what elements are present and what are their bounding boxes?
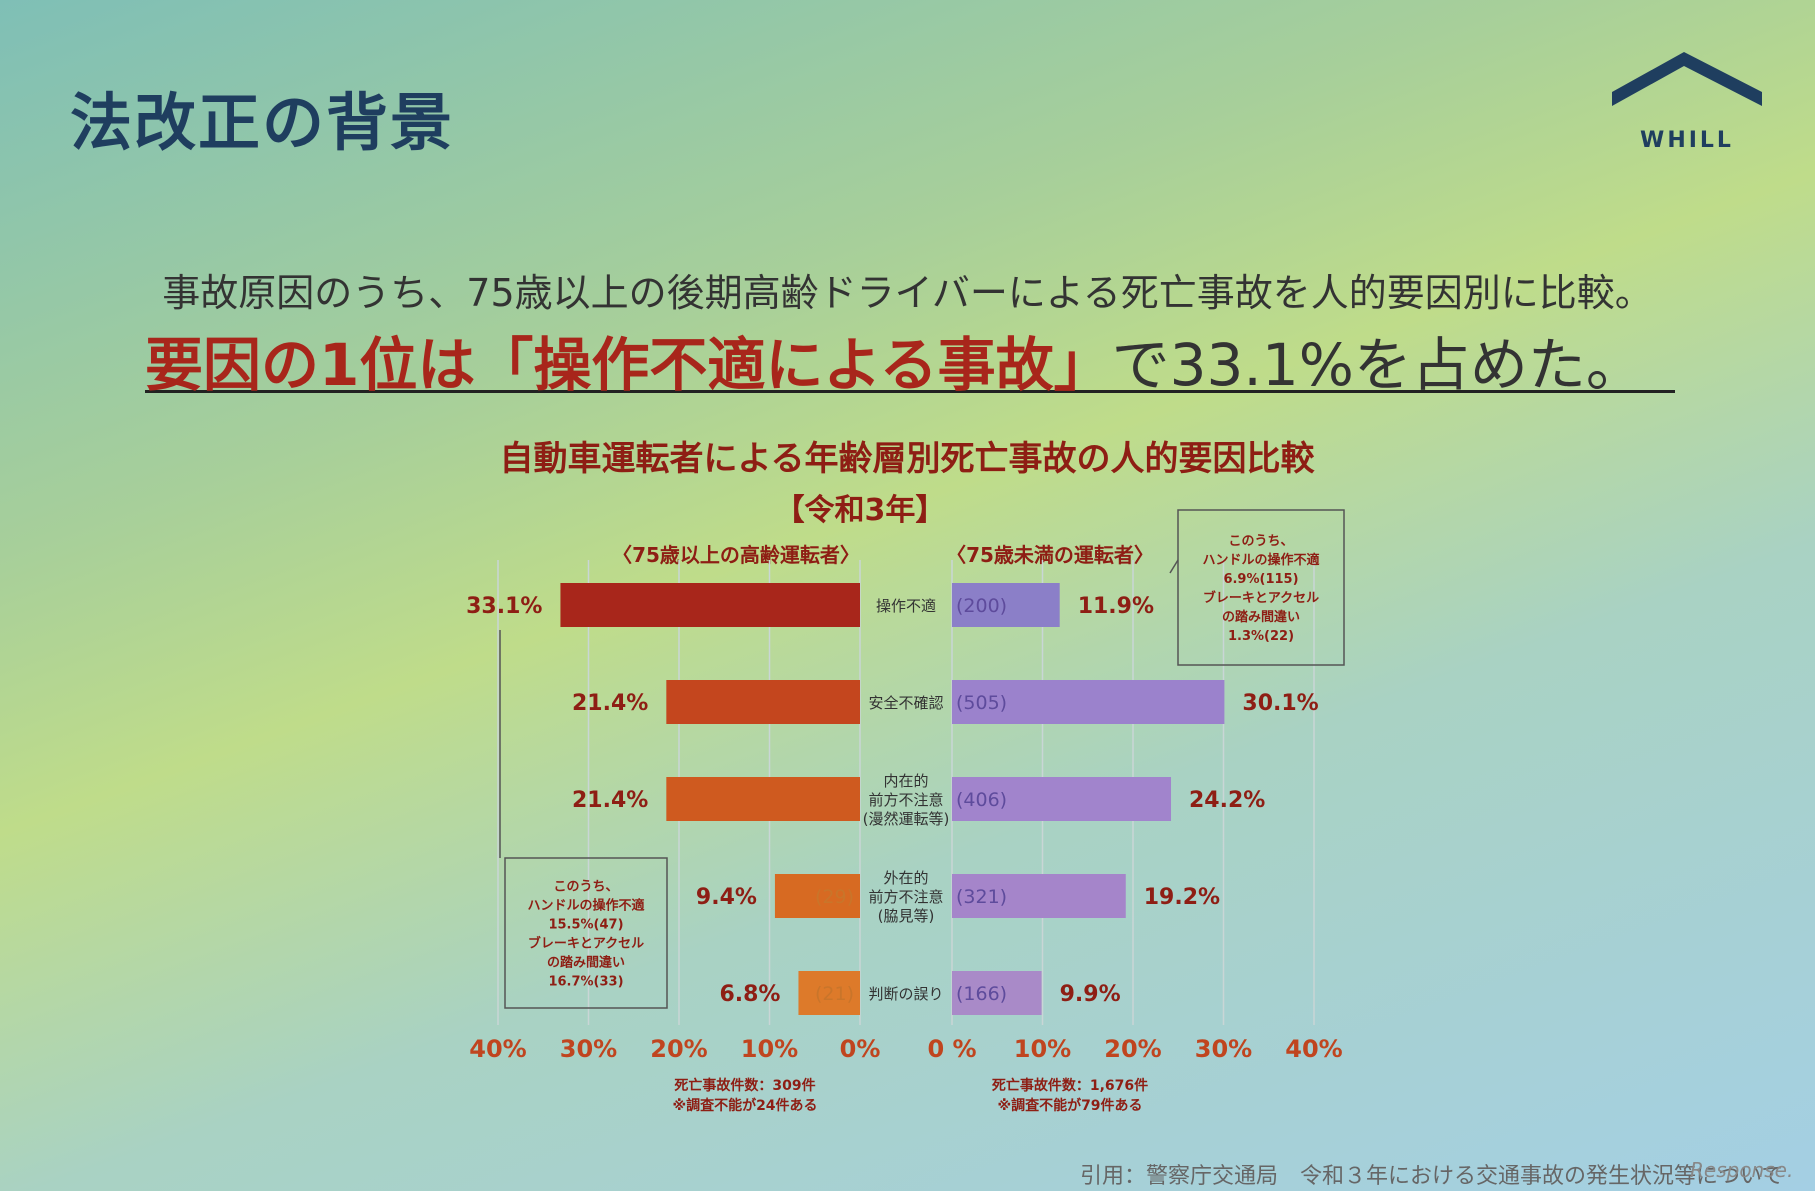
chart-subtitle: 【令和3年】	[775, 493, 946, 528]
value-label-right: 11.9%	[1078, 594, 1154, 619]
x-tick-right: 20%	[1104, 1035, 1161, 1063]
count-label-right: (505)	[956, 692, 1007, 714]
slide-title: 法改正の背景	[70, 86, 455, 159]
x-tick-right: 40%	[1285, 1035, 1342, 1063]
legend-left-series: 〈75歳以上の高齢運転者〉	[612, 543, 860, 567]
footnote-left: 死亡事故件数：309件	[673, 1077, 815, 1094]
chevron-logo-icon	[1612, 52, 1762, 106]
category-label: 操作不適	[876, 597, 936, 615]
footnote-left: ※調査不能が24件ある	[672, 1097, 817, 1114]
slide-subtitle: 事故原因のうち、75歳以上の後期高齢ドライバーによる死亡事故を人的要因別に比較。	[162, 271, 1653, 315]
bar-left	[774, 874, 860, 918]
callout-right-text: このうち、	[1228, 534, 1293, 549]
legend-right-series: 〈75歳未満の運転者〉	[946, 543, 1154, 567]
value-label-left: 6.8%	[719, 982, 780, 1007]
bar-right	[952, 583, 1060, 627]
bar-right	[952, 777, 1172, 821]
category-label: 前方不注意	[868, 888, 943, 906]
category-label: 安全不確認	[868, 694, 943, 712]
callout-right-box	[1177, 509, 1345, 666]
callout-left-text: このうち、	[553, 880, 618, 895]
value-label-right: 9.9%	[1060, 982, 1121, 1007]
count-label-right: (166)	[956, 983, 1007, 1005]
callout-right-connector	[1169, 559, 1179, 574]
category-label: (漫然運転等)	[863, 810, 950, 828]
count-label-left: (29)	[815, 886, 854, 908]
callout-left-box	[504, 857, 668, 1009]
callout-right-text: ハンドルの操作不適	[1202, 552, 1319, 568]
x-tick-right: 10%	[1014, 1035, 1071, 1063]
bar-left	[666, 680, 860, 724]
count-label-right: (200)	[956, 595, 1007, 617]
x-tick-left: 40%	[469, 1035, 526, 1063]
category-label: 内在的	[883, 772, 928, 790]
headline-rest: で33.1%を占めた。	[1111, 331, 1644, 399]
x-tick-left: 30%	[560, 1035, 617, 1063]
whill-logo: WHILL	[1612, 52, 1762, 162]
count-label-right: (321)	[956, 886, 1007, 908]
value-label-left: 21.4%	[572, 691, 648, 716]
count-label-right: (406)	[956, 789, 1007, 811]
callout-left-text: の踏み間違い	[547, 955, 625, 971]
footnote-right: 死亡事故件数：1,676件	[991, 1077, 1148, 1094]
category-label: 判断の誤り	[868, 985, 943, 1003]
x-tick-left: 10%	[741, 1035, 798, 1063]
x-tick-left: 0%	[840, 1035, 881, 1063]
bar-left	[560, 583, 860, 627]
bar-left	[666, 777, 860, 821]
category-label: (脇見等)	[878, 907, 935, 925]
headline-emphasis: 要因の1位は「操作不適による事故」	[145, 331, 1112, 399]
category-label: 外在的	[883, 869, 928, 887]
callout-left-text: ハンドルの操作不適	[527, 898, 644, 914]
value-label-right: 24.2%	[1189, 788, 1265, 813]
bar-right	[952, 680, 1225, 724]
value-label-left: 33.1%	[466, 594, 542, 619]
value-label-right: 30.1%	[1242, 691, 1318, 716]
headline: 要因の1位は「操作不適による事故」で33.1%を占めた。	[145, 318, 1675, 399]
value-label-left: 9.4%	[696, 885, 757, 910]
callout-right-text: 6.9%(115)	[1223, 572, 1298, 587]
callout-left-text: 15.5%(47)	[548, 918, 623, 933]
chart-title: 自動車運転者による年齢層別死亡事故の人的要因比較	[500, 439, 1316, 479]
callout-right-text: の踏み間違い	[1222, 609, 1300, 625]
x-tick-right: 30%	[1195, 1035, 1252, 1063]
x-tick-left: 20%	[650, 1035, 707, 1063]
category-label: 前方不注意	[868, 791, 943, 809]
watermark: Response.	[1690, 1158, 1794, 1182]
value-label-left: 21.4%	[572, 788, 648, 813]
citation: 引用：警察庁交通局 令和３年における交通事故の発生状況等について	[1080, 1164, 1784, 1189]
footnote-right: ※調査不能が79件ある	[997, 1097, 1142, 1114]
value-label-right: 19.2%	[1144, 885, 1220, 910]
x-tick-right: 0 %	[927, 1035, 976, 1063]
bar-left	[798, 971, 860, 1015]
callout-left-text: 16.7%(33)	[548, 975, 623, 990]
logo-text: WHILL	[1640, 128, 1734, 153]
callout-right-text: ブレーキとアクセル	[1203, 590, 1319, 606]
callout-right-text: 1.3%(22)	[1228, 629, 1294, 644]
count-label-left: (21)	[815, 983, 854, 1005]
callout-left-text: ブレーキとアクセル	[528, 936, 644, 952]
bar-right	[952, 971, 1042, 1015]
bar-right	[952, 874, 1126, 918]
